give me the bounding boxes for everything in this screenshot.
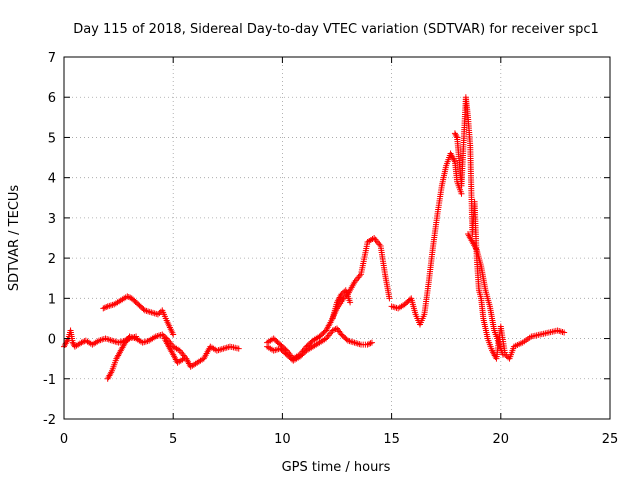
y-axis-label: SDTVAR / TECUs [7, 185, 22, 292]
series-seg-i [451, 94, 568, 362]
series-seg-f [264, 325, 375, 364]
series-seg-h [388, 150, 465, 328]
data-point [452, 131, 459, 138]
series-seg-g [329, 287, 354, 322]
y-tick-label: 7 [48, 51, 56, 66]
data-point [159, 331, 166, 338]
y-tick-label: 3 [48, 212, 56, 227]
grid [63, 56, 611, 420]
series-seg-d [161, 335, 188, 366]
x-tick-label: 15 [383, 432, 400, 447]
series-seg-e [264, 235, 393, 362]
data-point [368, 339, 375, 346]
data-point [451, 130, 458, 137]
data-point [364, 341, 371, 348]
y-tick-label: 0 [48, 333, 56, 348]
x-tick-label: 0 [60, 432, 68, 447]
y-tick-label: 6 [48, 91, 56, 106]
data-point [101, 304, 108, 311]
y-tick-label: 4 [48, 172, 56, 187]
data-point [561, 329, 568, 336]
data-point [367, 340, 374, 347]
data-point [170, 331, 177, 338]
data-point [453, 133, 460, 140]
data-point [103, 304, 110, 311]
data-point [70, 340, 77, 347]
data-point [100, 305, 107, 312]
y-tick-label: 1 [48, 292, 56, 307]
plot-frame [63, 56, 611, 420]
y-tick-label: 2 [48, 252, 56, 267]
data-points [61, 94, 568, 382]
series-seg-b [100, 293, 177, 338]
data-point [340, 295, 347, 302]
data-point [386, 295, 393, 302]
x-tick-labels: 0 5 10 15 20 25 [60, 432, 618, 447]
data-point [347, 299, 354, 306]
data-point [156, 310, 163, 317]
data-point [125, 293, 132, 300]
data-point [458, 190, 465, 197]
x-axis-label: GPS time / hours [282, 460, 391, 475]
x-tick-label: 20 [493, 432, 510, 447]
series-seg-c [104, 331, 242, 382]
chart-title: Day 115 of 2018, Sidereal Day-to-day VTE… [73, 22, 599, 37]
ticks [63, 56, 611, 420]
data-point [499, 351, 506, 358]
data-point [69, 339, 76, 346]
data-point [160, 332, 167, 339]
data-point [503, 352, 510, 359]
y-tick-labels: -2 -1 0 1 2 3 4 5 6 7 [43, 51, 56, 428]
data-point [332, 326, 339, 333]
data-point [366, 340, 373, 347]
data-point [78, 339, 85, 346]
data-point [339, 289, 346, 296]
y-tick-label: -2 [43, 413, 56, 428]
data-point [329, 327, 336, 334]
y-tick-label: 5 [48, 131, 56, 146]
series-seg-j [465, 230, 506, 358]
data-point [338, 291, 345, 298]
data-point [181, 355, 188, 362]
data-point [124, 293, 131, 300]
x-tick-label: 10 [274, 432, 291, 447]
data-point [154, 311, 161, 318]
y-tick-label: -1 [43, 373, 56, 388]
x-tick-label: 25 [602, 432, 619, 447]
data-point [235, 345, 242, 352]
x-tick-label: 5 [169, 432, 177, 447]
